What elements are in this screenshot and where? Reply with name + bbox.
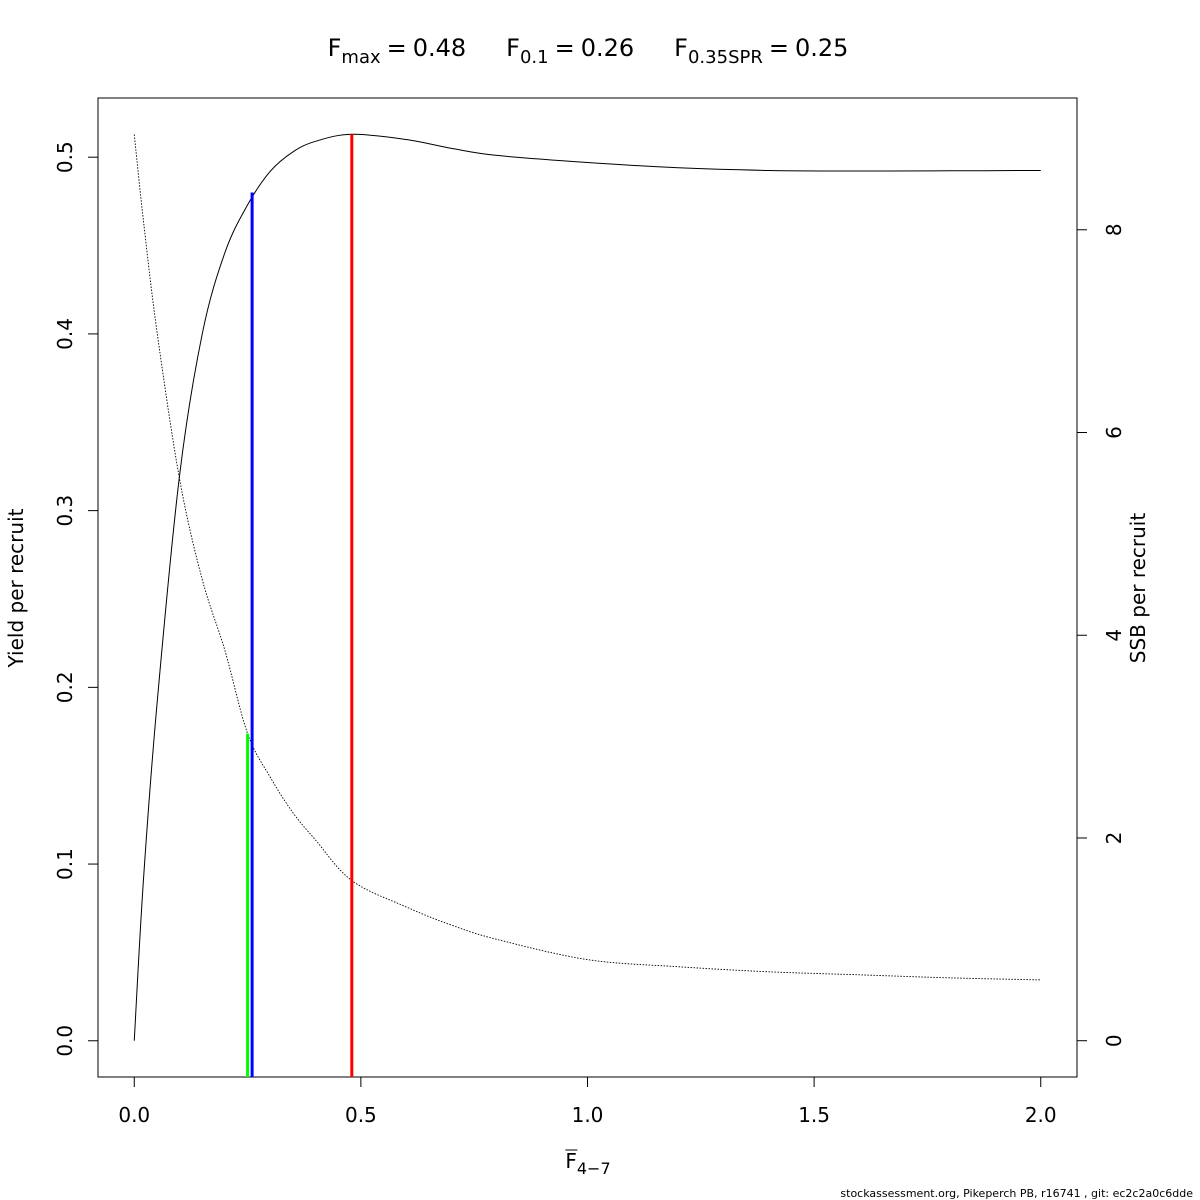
x-tick-label: 1.5 — [798, 1103, 830, 1127]
title-symbol: F — [506, 34, 520, 62]
y-tick-label: 0.3 — [53, 495, 77, 527]
footer: stockassessment.org, Pikeperch PB, r1674… — [840, 1187, 1193, 1200]
x-label-subscript: 4−7 — [577, 1159, 611, 1178]
y2-tick-label: 6 — [1102, 426, 1126, 439]
y-tick-label: 0.4 — [53, 318, 77, 350]
y2-tick-label: 8 — [1102, 223, 1126, 236]
series-line — [133, 134, 1041, 981]
title-subscript: max — [341, 47, 381, 68]
x-tick-label: 0.5 — [345, 1103, 377, 1127]
series-line — [133, 133, 1041, 1041]
y-tick-label: 0.2 — [53, 671, 77, 703]
title-sign: = — [387, 34, 407, 62]
chart-title: Fmax = 0.48 F0.1 = 0.26 F0.35SPR = 0.25 — [328, 34, 849, 68]
x-tick-label: 0.0 — [118, 1103, 150, 1127]
title-symbol: F — [328, 34, 342, 62]
title-value: 0.48 — [413, 34, 466, 62]
plot-frame — [97, 97, 1078, 1078]
y-tick-label: 0.1 — [53, 848, 77, 880]
title-sign: = — [555, 34, 575, 62]
title-subscript: 0.1 — [520, 47, 549, 68]
title-value: 0.25 — [795, 34, 848, 62]
x-label-symbol: F — [565, 1149, 577, 1173]
y2-tick-label: 0 — [1102, 1034, 1126, 1047]
x-tick-label: 2.0 — [1025, 1103, 1057, 1127]
y-tick-label: 0.5 — [53, 141, 77, 173]
y2-axis-label: SSB per recruit — [1126, 513, 1150, 664]
title-subscript: 0.35SPR — [688, 47, 763, 68]
x-axis-label: F4−7 — [565, 1149, 610, 1178]
y2-tick-label: 2 — [1102, 832, 1126, 845]
y-tick-label: 0.0 — [53, 1025, 77, 1057]
x-tick-label: 1.0 — [572, 1103, 604, 1127]
y-axis-label: Yield per recruit — [4, 508, 28, 668]
y2-tick-label: 4 — [1102, 629, 1126, 642]
title-sign: = — [769, 34, 789, 62]
title-value: 0.26 — [581, 34, 634, 62]
title-symbol: F — [674, 34, 688, 62]
